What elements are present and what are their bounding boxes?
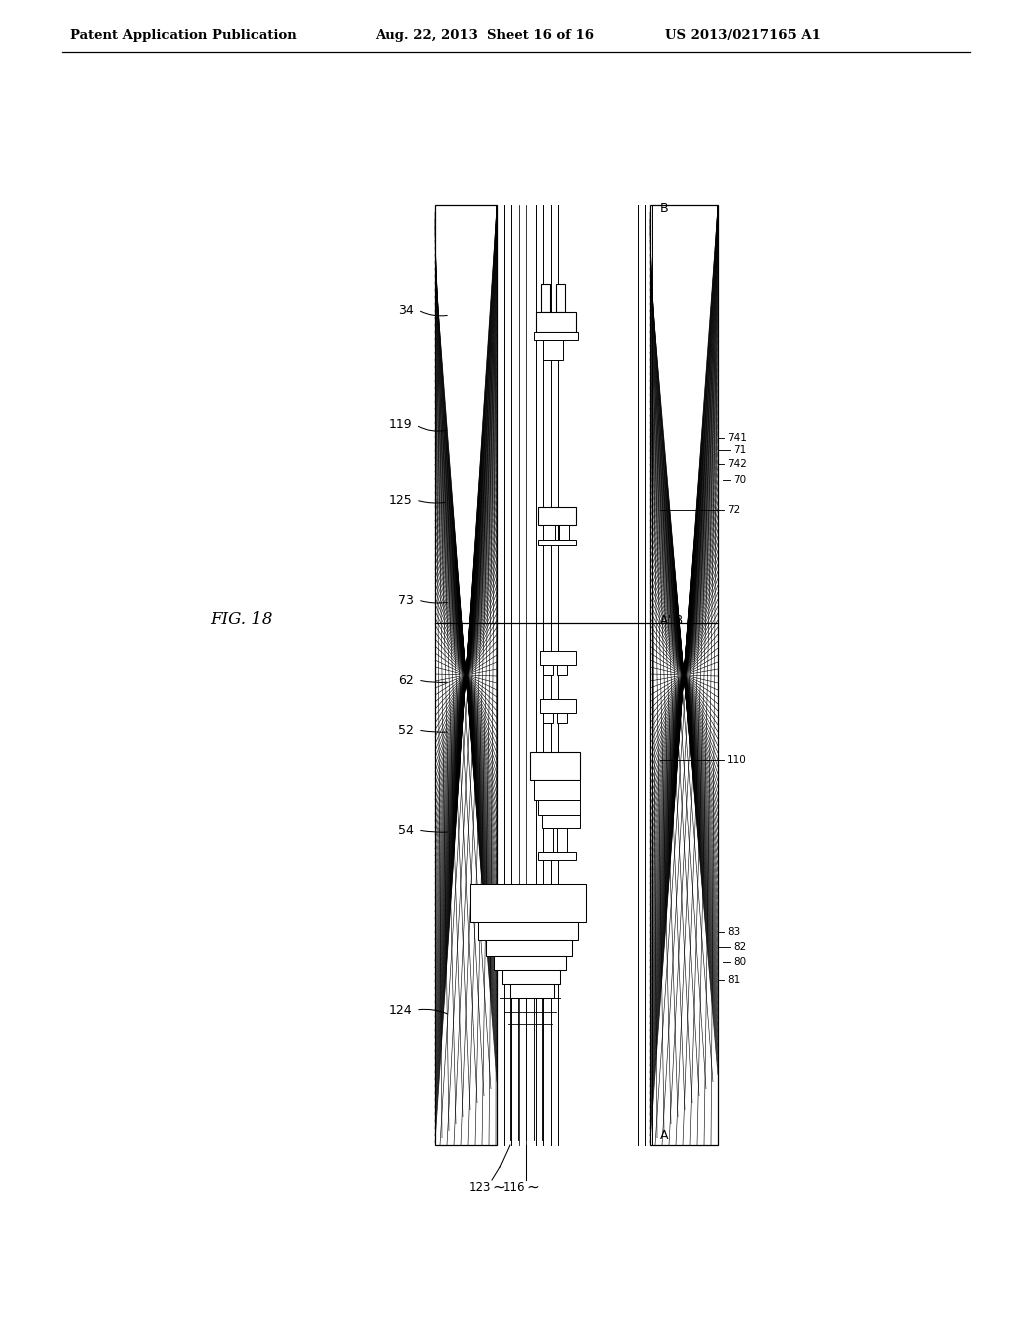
Bar bbox=[559, 525, 569, 540]
Text: 82: 82 bbox=[733, 942, 746, 952]
Bar bbox=[557, 828, 567, 851]
Text: 71: 71 bbox=[733, 445, 746, 455]
Bar bbox=[556, 284, 565, 312]
Bar bbox=[538, 800, 580, 814]
Bar bbox=[543, 341, 563, 360]
Text: 73: 73 bbox=[398, 594, 414, 606]
Text: B: B bbox=[660, 202, 669, 215]
Text: 54: 54 bbox=[398, 824, 414, 837]
Bar bbox=[536, 312, 575, 333]
Bar bbox=[540, 651, 575, 665]
Text: 72: 72 bbox=[727, 506, 740, 515]
Text: A' B: A' B bbox=[660, 614, 683, 627]
Bar bbox=[557, 665, 567, 675]
Text: 34: 34 bbox=[398, 304, 414, 317]
Bar bbox=[534, 333, 578, 341]
Bar bbox=[534, 780, 580, 800]
Bar bbox=[510, 983, 554, 998]
Text: ~: ~ bbox=[526, 1180, 539, 1195]
Bar bbox=[542, 814, 580, 828]
Bar bbox=[478, 921, 578, 940]
Text: ~: ~ bbox=[492, 1180, 505, 1195]
Text: Patent Application Publication: Patent Application Publication bbox=[70, 29, 297, 41]
Bar bbox=[557, 713, 567, 723]
Bar bbox=[538, 540, 575, 545]
Text: 81: 81 bbox=[727, 975, 740, 985]
Bar bbox=[541, 284, 550, 312]
Bar bbox=[543, 828, 553, 851]
Text: 116: 116 bbox=[503, 1181, 525, 1195]
Text: Aug. 22, 2013  Sheet 16 of 16: Aug. 22, 2013 Sheet 16 of 16 bbox=[375, 29, 594, 41]
Bar bbox=[543, 525, 555, 540]
Text: 70: 70 bbox=[733, 475, 746, 484]
Bar bbox=[435, 205, 497, 1144]
Text: 80: 80 bbox=[733, 957, 746, 968]
Bar bbox=[543, 713, 553, 723]
Bar bbox=[540, 700, 575, 713]
Bar bbox=[538, 851, 575, 861]
Text: FIG. 18: FIG. 18 bbox=[211, 611, 273, 628]
Bar bbox=[543, 665, 553, 675]
Bar bbox=[502, 970, 560, 983]
Bar bbox=[494, 956, 566, 970]
Text: 83: 83 bbox=[727, 927, 740, 937]
Text: 123: 123 bbox=[469, 1181, 490, 1195]
Text: 110: 110 bbox=[727, 755, 746, 766]
Text: A: A bbox=[660, 1129, 669, 1142]
Bar bbox=[530, 752, 580, 780]
Text: 125: 125 bbox=[388, 494, 412, 507]
Text: 52: 52 bbox=[398, 723, 414, 737]
Text: US 2013/0217165 A1: US 2013/0217165 A1 bbox=[665, 29, 821, 41]
Text: 742: 742 bbox=[727, 459, 746, 469]
Bar bbox=[470, 884, 586, 921]
Text: 62: 62 bbox=[398, 673, 414, 686]
Bar bbox=[486, 940, 572, 956]
Bar bbox=[650, 205, 718, 1144]
Text: 741: 741 bbox=[727, 433, 746, 444]
Text: 124: 124 bbox=[388, 1003, 412, 1016]
Bar bbox=[538, 507, 575, 525]
Text: 119: 119 bbox=[388, 418, 412, 432]
